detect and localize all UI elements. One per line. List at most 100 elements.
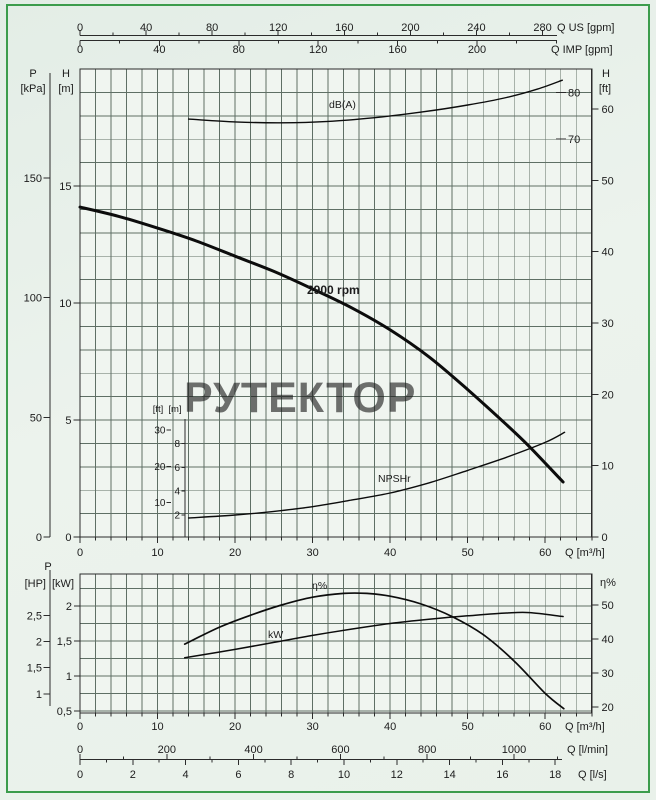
main-grid	[80, 69, 592, 537]
q_us-tick-label: 280	[533, 22, 551, 34]
q_imp-tick-label: 200	[468, 44, 486, 56]
q_imp-tick-label: 80	[233, 44, 245, 56]
q_ls-tick-label: 12	[391, 769, 403, 781]
h-ft-tick-label: 30	[602, 318, 614, 330]
q-m3h-main-axis-unit: Q [m³/h]	[565, 547, 605, 559]
power-curve-label: kW	[268, 629, 283, 641]
q_lmin-tick-label: 1000	[502, 744, 526, 756]
p-kpa-axis-unit: [kPa]	[20, 83, 45, 95]
power-x-tick-label: 50	[462, 721, 474, 733]
h-ft-axis-unit: [ft]	[599, 83, 611, 95]
q_imp-tick-label: 0	[77, 44, 83, 56]
npsh-m-tick-label: 8	[174, 439, 180, 450]
h-m-tick-label: 0	[65, 532, 71, 544]
h-m-axis-unit: [m]	[58, 83, 73, 95]
power-plot-area	[80, 574, 592, 713]
q_us-tick-label: 40	[140, 22, 152, 34]
p-kpa-axis-title: P	[29, 68, 36, 80]
q-m3h-power-axis-unit: Q [m³/h]	[565, 721, 605, 733]
q_us-tick-label: 120	[269, 22, 287, 34]
kw-tick-label: 1	[66, 671, 72, 683]
q_lmin-tick-label: 200	[158, 744, 176, 756]
hp-tick-label: 2,5	[27, 611, 42, 623]
npshr-curve	[187, 431, 566, 519]
power-x-tick-label: 30	[306, 721, 318, 733]
main-x-tick-label: 40	[384, 547, 396, 559]
q_ls-tick-label: 10	[338, 769, 350, 781]
q_ls-tick-label: 0	[77, 769, 83, 781]
npsh-m-tick-label: 2	[174, 511, 180, 522]
q_us-tick-label: 200	[401, 22, 419, 34]
eta-tick-label: 30	[602, 668, 614, 680]
main-x-tick-label: 0	[77, 547, 83, 559]
eta-tick-label: 40	[602, 634, 614, 646]
h-ft-tick-label: 0	[602, 532, 608, 544]
h-m-axis-title: H	[62, 68, 70, 80]
npsh-m-tick-label: 4	[174, 487, 180, 498]
npsh-m-tick-label: 6	[174, 463, 180, 474]
dba-curve-label: dB(A)	[329, 99, 356, 111]
power-curve	[183, 611, 564, 659]
h-ft-tick-label: 10	[602, 461, 614, 473]
npshr-curve-label: NPSHr	[378, 473, 411, 485]
npsh-inset-axis: 2 4 6 8 10 20 30	[154, 419, 186, 537]
kw-tick-label: 0,5	[57, 706, 72, 718]
h-ft-tick-label: 50	[602, 175, 614, 187]
hp-axis-unit: [HP]	[25, 578, 46, 590]
h-m-tick-label: 10	[59, 298, 71, 310]
eta-tick-label: 50	[602, 600, 614, 612]
kw-tick-label: 1,5	[57, 636, 72, 648]
power-x-tick-label: 40	[384, 721, 396, 733]
frame-border	[6, 4, 650, 793]
q-us-axis-unit-label: Q US [gpm]	[557, 22, 614, 34]
q_imp-tick-label: 40	[153, 44, 165, 56]
q-lmin-axis-unit: Q [l/min]	[567, 744, 608, 756]
main-x-tick-label: 50	[462, 547, 474, 559]
npsh-ft-tick-label: 20	[154, 462, 166, 473]
q_ls-tick-label: 6	[235, 769, 241, 781]
q_ls-tick-label: 14	[443, 769, 455, 781]
q_us-tick-label: 80	[206, 22, 218, 34]
q_lmin-tick-label: 800	[418, 744, 436, 756]
main-x-tick-label: 30	[306, 547, 318, 559]
eta-tick-label: 20	[602, 702, 614, 714]
efficiency-curve	[183, 592, 565, 710]
npsh-ft-scale-header: [ft]	[153, 404, 164, 415]
npsh-m-scale-header: [m]	[168, 404, 181, 415]
h-m-tick-label: 5	[65, 415, 71, 427]
npsh-ft-tick-label: 10	[154, 498, 166, 509]
eta-axis-title: η%	[600, 577, 616, 589]
efficiency-curve-label: η%	[312, 580, 327, 592]
head-curve-label: 2900 rpm	[307, 283, 360, 297]
head-curve	[78, 205, 565, 484]
q-ls-axis-unit: Q [l/s]	[578, 769, 607, 781]
q_us-tick-label: 0	[77, 22, 83, 34]
p-kpa-tick-label: 150	[24, 173, 42, 185]
q_imp-tick-label: 120	[309, 44, 327, 56]
p-kpa-tick-label: 100	[24, 293, 42, 305]
h-ft-axis-title: H	[602, 68, 610, 80]
dba-curve	[187, 79, 563, 124]
q_us-tick-label: 160	[335, 22, 353, 34]
hp-tick-label: 1	[36, 689, 42, 701]
npsh-ft-tick-label: 30	[154, 425, 166, 436]
watermark: РУТЕКТОР	[184, 374, 416, 422]
power-grid	[80, 574, 592, 713]
q_ls-tick-label: 8	[288, 769, 294, 781]
h-ft-tick-label: 60	[602, 104, 614, 116]
q_ls-tick-label: 16	[496, 769, 508, 781]
h-m-tick-label: 15	[59, 181, 71, 193]
main-x-tick-label: 10	[151, 547, 163, 559]
q_imp-tick-label: 160	[388, 44, 406, 56]
h-ft-tick-label: 40	[602, 247, 614, 259]
q_ls-tick-label: 2	[130, 769, 136, 781]
db-scale-label: 70	[568, 134, 580, 146]
power-p-axis-title: P	[44, 561, 51, 573]
q_ls-tick-label: 18	[549, 769, 561, 781]
power-x-tick-label: 10	[151, 721, 163, 733]
q_lmin-tick-label: 0	[77, 744, 83, 756]
q_us-tick-label: 240	[467, 22, 485, 34]
